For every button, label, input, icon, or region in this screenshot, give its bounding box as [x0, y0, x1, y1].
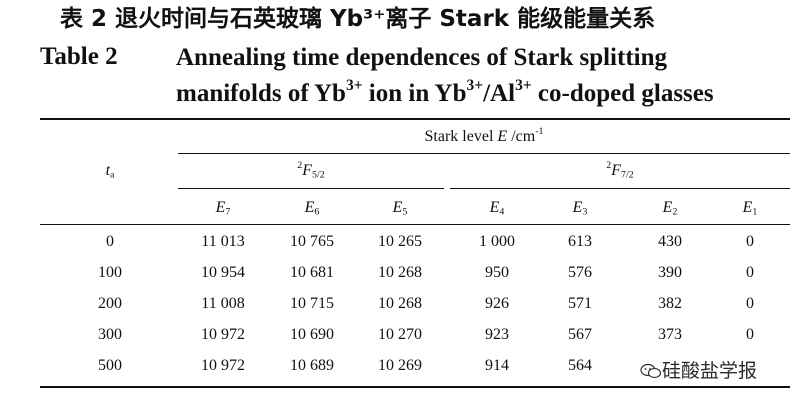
table-cell: 10 268 [378, 295, 422, 312]
group-header-subscript: 5/2 [312, 169, 325, 181]
title-fragment: /Al [483, 80, 516, 107]
english-title-line1: Annealing time dependences of Stark spli… [176, 44, 668, 71]
wechat-icon [640, 363, 662, 379]
column-header-symbol: E [304, 199, 315, 216]
column-header-subscript: 5 [402, 206, 408, 218]
table-cell: 10 269 [378, 357, 422, 374]
table-cell: 10 270 [378, 326, 422, 343]
title-fragment: manifolds of Yb [176, 80, 346, 107]
table-cell: 923 [485, 326, 509, 343]
table-cell: 10 954 [201, 264, 245, 281]
charge-superscript: 3+ [466, 77, 484, 95]
column-header: E2 [626, 195, 714, 221]
column-header-symbol: E [662, 199, 673, 216]
f52-group-rule [178, 188, 444, 189]
group-header-subscript: 7/2 [621, 169, 634, 181]
table-cell: 10 689 [290, 357, 334, 374]
column-header: E4 [453, 195, 541, 221]
group-header-multiplicity: 2 [606, 160, 612, 172]
table-cell: 0 [746, 264, 754, 281]
row-header-symbol: t [105, 162, 111, 179]
column-header-symbol: E [572, 199, 583, 216]
row-time-cell: 500 [98, 357, 122, 374]
table-cell: 10 715 [290, 295, 334, 312]
chinese-title: 表 2 退火时间与石英玻璃 Yb³⁺离子 Stark 能级能量关系 [60, 6, 656, 32]
english-title: Annealing time dependences of Stark spli… [176, 40, 786, 112]
row-header-subscript: a [110, 169, 115, 181]
table-cell: 10 265 [378, 233, 422, 250]
row-time-cell: 100 [98, 264, 122, 281]
table-cell: 11 008 [201, 295, 245, 312]
column-header-symbol: E [742, 199, 753, 216]
table-cell: 567 [568, 326, 592, 343]
table-cell: 914 [485, 357, 509, 374]
table-cell: 382 [658, 295, 682, 312]
column-header-subscript: 7 [225, 206, 231, 218]
row-header: ta [70, 158, 150, 184]
group-header-multiplicity: 2 [297, 160, 303, 172]
table-cell: 0 [746, 233, 754, 250]
column-header-subscript: 3 [582, 206, 588, 218]
column-header: E7 [179, 195, 267, 221]
stark-header-unit: /cm [507, 128, 536, 145]
column-header-symbol: E [392, 199, 403, 216]
column-header-symbol: E [215, 199, 226, 216]
group-header-f52: 2F5/2 [178, 158, 444, 184]
title-fragment: ion in Yb [362, 80, 467, 107]
table-cell: 613 [568, 233, 592, 250]
f72-group-rule [450, 188, 790, 189]
stark-level-header: Stark level E /cm-1 [178, 124, 790, 150]
table-cell: 11 013 [201, 233, 245, 250]
group-header-symbol: F [611, 162, 622, 179]
stark-header-text: Stark level [424, 128, 498, 145]
watermark: 硅酸盐学报 [640, 358, 758, 384]
table-cell: 10 690 [290, 326, 334, 343]
row-time-cell: 0 [106, 233, 114, 250]
table-cell: 10 972 [201, 357, 245, 374]
row-time-cell: 300 [98, 326, 122, 343]
table-cell: 430 [658, 233, 682, 250]
group-header-f72: 2F7/2 [450, 158, 790, 184]
column-header-subscript: 6 [314, 206, 320, 218]
table-cell: 10 972 [201, 326, 245, 343]
group-header-symbol: F [302, 162, 313, 179]
table-cell: 564 [568, 357, 592, 374]
column-header: E5 [356, 195, 444, 221]
table-bottom-rule [40, 386, 790, 388]
table-cell: 373 [658, 326, 682, 343]
table-cell: 0 [746, 295, 754, 312]
column-header-symbol: E [489, 199, 500, 216]
table-label: Table 2 [40, 43, 118, 70]
row-time-cell: 200 [98, 295, 122, 312]
column-header: E1 [706, 195, 794, 221]
table-cell: 576 [568, 264, 592, 281]
table-cell: 950 [485, 264, 509, 281]
stark-header-rule [178, 153, 790, 154]
title-fragment: co-doped glasses [531, 80, 714, 107]
column-header-subscript: 2 [672, 206, 678, 218]
stark-header-symbol: E [497, 128, 508, 145]
column-header-rule [40, 224, 790, 225]
table-cell: 926 [485, 295, 509, 312]
column-header-subscript: 4 [499, 206, 505, 218]
table-cell: 390 [658, 264, 682, 281]
column-header-subscript: 1 [752, 206, 758, 218]
table-cell: 10 765 [290, 233, 334, 250]
column-header: E6 [268, 195, 356, 221]
table-top-rule [40, 118, 790, 120]
table-cell: 0 [746, 326, 754, 343]
table-cell: 1 000 [479, 233, 515, 250]
table-cell: 10 268 [378, 264, 422, 281]
watermark-text: 硅酸盐学报 [662, 360, 758, 382]
charge-superscript: 3+ [345, 77, 363, 95]
stark-header-unit-exponent: -1 [535, 126, 544, 138]
table-cell: 10 681 [290, 264, 334, 281]
charge-superscript: 3+ [515, 77, 532, 95]
column-header: E3 [536, 195, 624, 221]
table-cell: 571 [568, 295, 592, 312]
english-title-line2: manifolds of Yb3+ ion in Yb3+/Al3+ co-do… [176, 76, 786, 112]
